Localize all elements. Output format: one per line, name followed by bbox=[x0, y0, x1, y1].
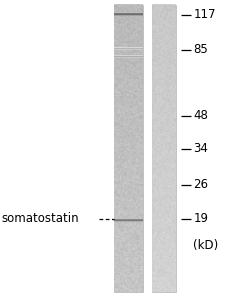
Text: 85: 85 bbox=[192, 43, 207, 56]
Text: 19: 19 bbox=[192, 212, 208, 226]
Text: 26: 26 bbox=[192, 178, 208, 191]
Text: somatostatin: somatostatin bbox=[1, 212, 78, 226]
Bar bbox=[114, 5, 142, 292]
Text: (kD): (kD) bbox=[192, 239, 218, 253]
Text: 34: 34 bbox=[192, 142, 207, 155]
Bar bbox=[151, 5, 175, 292]
Text: 117: 117 bbox=[192, 8, 215, 22]
Text: 48: 48 bbox=[192, 109, 207, 122]
